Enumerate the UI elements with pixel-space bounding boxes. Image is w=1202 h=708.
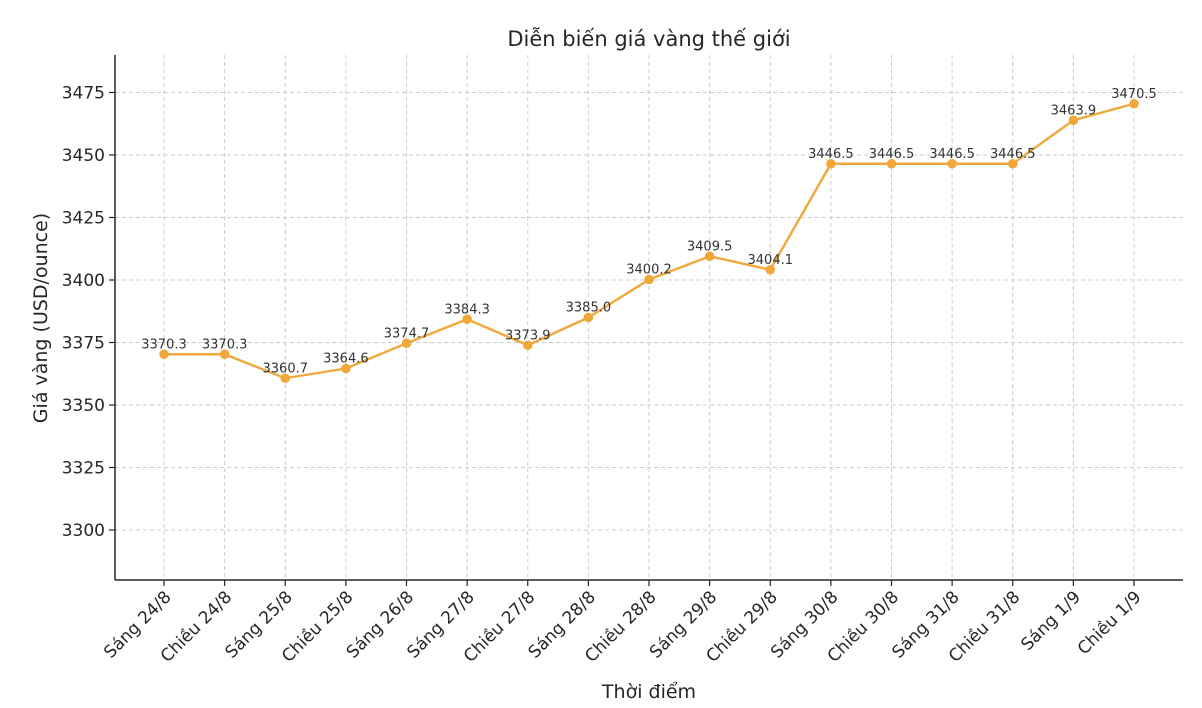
data-label: 3385.0	[566, 301, 612, 316]
x-tick-label: Chiều 1/9	[1073, 587, 1145, 659]
grid	[115, 55, 1183, 580]
data-point	[280, 373, 291, 384]
data-point	[583, 312, 594, 323]
data-point	[522, 340, 533, 351]
y-tick-label: 3350	[62, 396, 105, 416]
data-label: 3463.9	[1051, 103, 1097, 118]
data-point	[462, 314, 472, 325]
y-tick-label: 3475	[62, 84, 105, 104]
series	[159, 98, 1139, 384]
y-tick-label: 3300	[62, 521, 105, 541]
data-point	[644, 274, 654, 285]
data-point	[401, 338, 412, 349]
data-label: 3374.7	[384, 326, 430, 341]
data-label: 3446.5	[990, 147, 1036, 162]
data-point	[341, 363, 351, 374]
data-label: 3400.2	[626, 263, 672, 278]
data-label: 3446.5	[929, 147, 975, 162]
data-labels: 3370.3 3370.3 3360.7 3364.6 3374.7 3384.3 3373…	[141, 87, 1157, 377]
x-axis-label: Thời điểm	[601, 681, 696, 703]
data-label: 3384.3	[444, 302, 490, 317]
y-tick-label: 3425	[62, 209, 105, 229]
data-point	[826, 158, 836, 169]
data-point	[886, 158, 897, 169]
chart-title: Diễn biến giá vàng thế giới	[507, 26, 790, 51]
data-label: 3370.3	[202, 337, 248, 352]
data-point	[947, 158, 957, 169]
data-label: 3364.6	[323, 352, 369, 367]
y-tick-label: 3400	[62, 271, 105, 291]
y-tick-label: 3450	[62, 146, 105, 166]
data-label: 3373.9	[505, 328, 551, 343]
data-point	[1068, 115, 1079, 126]
data-label: 3370.3	[141, 337, 187, 352]
data-point	[704, 251, 715, 262]
data-label: 3470.5	[1111, 87, 1157, 102]
y-ticks: 3300 3325 3350 3375 3400 3425 3450 3475	[62, 84, 115, 541]
data-point	[159, 349, 169, 360]
data-point	[219, 349, 230, 360]
y-tick-label: 3325	[62, 459, 105, 479]
data-label: 3360.7	[263, 361, 309, 376]
data-label: 3446.5	[869, 147, 915, 162]
data-point	[1007, 158, 1018, 169]
y-tick-label: 3375	[62, 334, 105, 354]
data-label: 3404.1	[748, 253, 794, 268]
data-point	[765, 264, 776, 275]
data-point	[1129, 98, 1139, 109]
data-label: 3446.5	[808, 147, 854, 162]
data-label: 3409.5	[687, 239, 733, 254]
y-axis-label: Giá vàng (USD/ounce)	[30, 213, 52, 423]
